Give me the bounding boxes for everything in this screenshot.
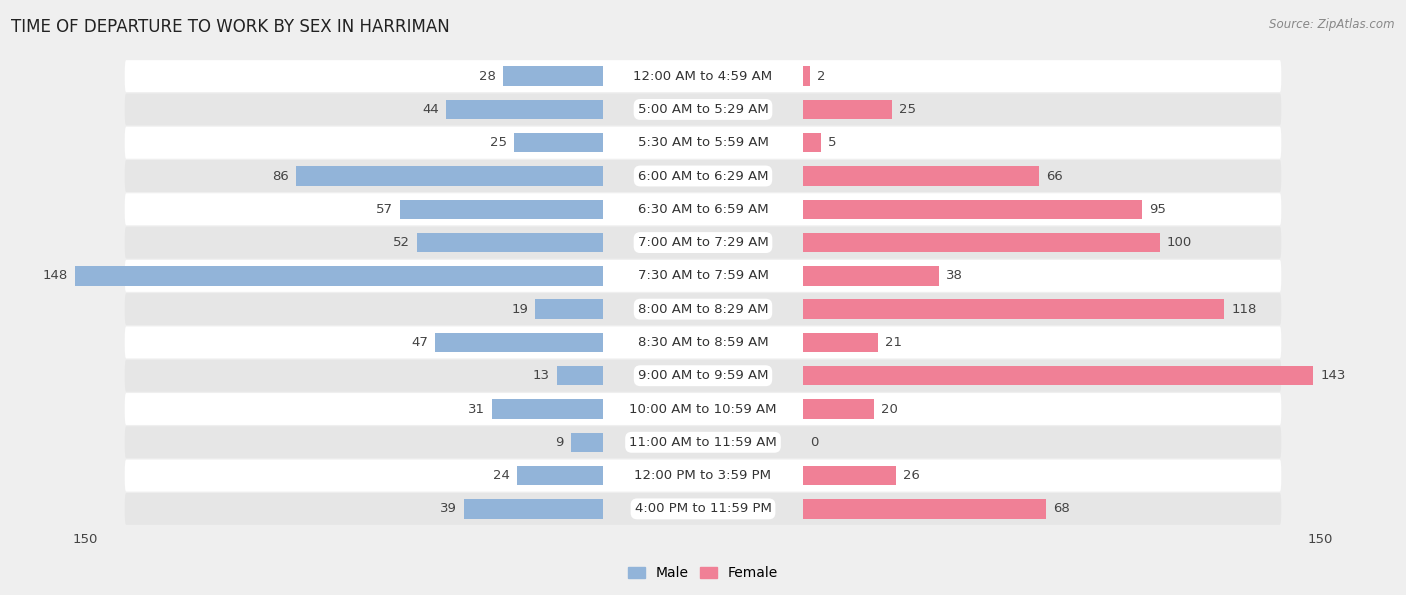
FancyBboxPatch shape <box>125 193 1281 226</box>
Bar <box>803 299 1225 319</box>
FancyBboxPatch shape <box>125 427 1281 458</box>
FancyBboxPatch shape <box>125 93 1281 126</box>
Text: 118: 118 <box>1232 303 1257 316</box>
Legend: Male, Female: Male, Female <box>623 560 783 585</box>
Bar <box>803 200 1142 219</box>
Text: 25: 25 <box>900 103 917 116</box>
Bar <box>803 366 1313 386</box>
Bar <box>803 499 1046 518</box>
Text: 2: 2 <box>817 70 825 83</box>
Text: 4:00 PM to 11:59 PM: 4:00 PM to 11:59 PM <box>634 502 772 515</box>
Text: 28: 28 <box>479 70 496 83</box>
Text: 39: 39 <box>440 502 457 515</box>
FancyBboxPatch shape <box>125 160 1281 192</box>
Text: 25: 25 <box>489 136 506 149</box>
FancyBboxPatch shape <box>125 127 1281 159</box>
Text: 11:00 AM to 11:59 AM: 11:00 AM to 11:59 AM <box>628 436 778 449</box>
Bar <box>517 466 603 486</box>
Text: 9: 9 <box>555 436 564 449</box>
Bar <box>464 499 603 518</box>
Text: Source: ZipAtlas.com: Source: ZipAtlas.com <box>1270 18 1395 31</box>
Text: 150: 150 <box>1308 533 1333 546</box>
Text: 68: 68 <box>1053 502 1070 515</box>
Bar <box>803 266 939 286</box>
Bar <box>803 333 877 352</box>
FancyBboxPatch shape <box>125 393 1281 425</box>
Text: 5:00 AM to 5:29 AM: 5:00 AM to 5:29 AM <box>638 103 768 116</box>
Text: 95: 95 <box>1149 203 1166 216</box>
Bar <box>803 67 810 86</box>
Text: 20: 20 <box>882 402 898 415</box>
FancyBboxPatch shape <box>125 493 1281 525</box>
FancyBboxPatch shape <box>125 60 1281 92</box>
Text: 31: 31 <box>468 402 485 415</box>
Text: 8:00 AM to 8:29 AM: 8:00 AM to 8:29 AM <box>638 303 768 316</box>
Text: 150: 150 <box>73 533 98 546</box>
Bar <box>557 366 603 386</box>
Text: 148: 148 <box>42 270 67 283</box>
Bar <box>492 399 603 419</box>
Bar <box>399 200 603 219</box>
Bar <box>803 399 875 419</box>
Bar <box>803 100 893 119</box>
Text: 7:30 AM to 7:59 AM: 7:30 AM to 7:59 AM <box>637 270 769 283</box>
Text: 38: 38 <box>946 270 963 283</box>
Bar <box>803 233 1160 252</box>
Bar <box>571 433 603 452</box>
Bar <box>418 233 603 252</box>
Text: 86: 86 <box>273 170 288 183</box>
FancyBboxPatch shape <box>125 360 1281 392</box>
Text: 143: 143 <box>1320 369 1346 382</box>
Text: 21: 21 <box>884 336 903 349</box>
Text: 12:00 PM to 3:59 PM: 12:00 PM to 3:59 PM <box>634 469 772 482</box>
FancyBboxPatch shape <box>125 327 1281 358</box>
Text: 66: 66 <box>1046 170 1063 183</box>
Text: 44: 44 <box>422 103 439 116</box>
Bar <box>803 167 1039 186</box>
Bar <box>75 266 603 286</box>
Text: 8:30 AM to 8:59 AM: 8:30 AM to 8:59 AM <box>638 336 768 349</box>
Text: 6:30 AM to 6:59 AM: 6:30 AM to 6:59 AM <box>638 203 768 216</box>
Text: TIME OF DEPARTURE TO WORK BY SEX IN HARRIMAN: TIME OF DEPARTURE TO WORK BY SEX IN HARR… <box>11 18 450 36</box>
Text: 5:30 AM to 5:59 AM: 5:30 AM to 5:59 AM <box>637 136 769 149</box>
Bar <box>297 167 603 186</box>
FancyBboxPatch shape <box>125 293 1281 325</box>
FancyBboxPatch shape <box>125 227 1281 259</box>
Bar <box>436 333 603 352</box>
Bar <box>446 100 603 119</box>
Text: 57: 57 <box>375 203 392 216</box>
Text: 7:00 AM to 7:29 AM: 7:00 AM to 7:29 AM <box>638 236 768 249</box>
Bar <box>513 133 603 152</box>
Bar <box>803 133 821 152</box>
Text: 100: 100 <box>1167 236 1192 249</box>
FancyBboxPatch shape <box>125 459 1281 491</box>
Text: 13: 13 <box>533 369 550 382</box>
Text: 5: 5 <box>828 136 837 149</box>
Text: 10:00 AM to 10:59 AM: 10:00 AM to 10:59 AM <box>630 402 776 415</box>
Text: 24: 24 <box>494 469 510 482</box>
Text: 19: 19 <box>512 303 529 316</box>
Text: 12:00 AM to 4:59 AM: 12:00 AM to 4:59 AM <box>634 70 772 83</box>
Bar <box>803 466 896 486</box>
Text: 47: 47 <box>412 336 429 349</box>
Bar <box>536 299 603 319</box>
Text: 52: 52 <box>394 236 411 249</box>
Bar <box>503 67 603 86</box>
Text: 26: 26 <box>903 469 920 482</box>
FancyBboxPatch shape <box>125 260 1281 292</box>
Text: 0: 0 <box>810 436 818 449</box>
Text: 6:00 AM to 6:29 AM: 6:00 AM to 6:29 AM <box>638 170 768 183</box>
Text: 9:00 AM to 9:59 AM: 9:00 AM to 9:59 AM <box>638 369 768 382</box>
